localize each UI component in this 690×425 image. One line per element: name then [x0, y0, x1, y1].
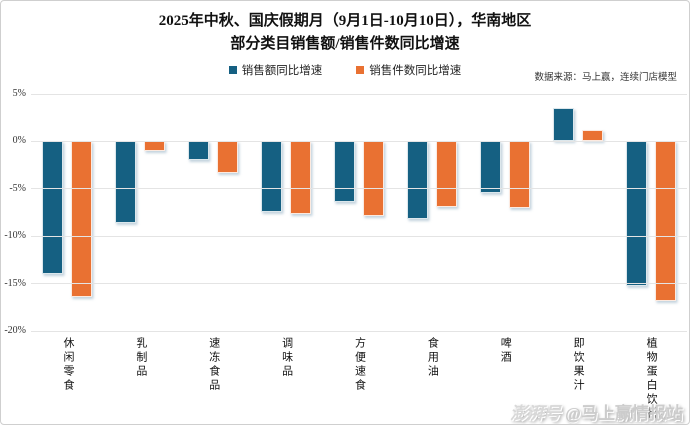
bar: [363, 141, 384, 217]
y-axis-tick-label: -10%: [4, 230, 26, 242]
category-label: 乳制品: [134, 337, 147, 379]
legend-row: 销售额同比增速 销售件数同比增速 数据来源：马上赢，连续门店模型: [1, 60, 689, 86]
category-cell: 即饮果汁: [541, 337, 614, 424]
gridline: [31, 235, 687, 237]
y-axis: 5% 0% -5% -10% -15% -20%: [1, 88, 28, 336]
category-cell: 速冻食品: [177, 337, 250, 424]
bar-group: [104, 94, 177, 331]
plot-area: [31, 93, 687, 332]
bar-group: [250, 94, 323, 331]
legend-label-sales-count: 销售件数同比增速: [369, 64, 462, 77]
bar: [290, 141, 312, 215]
watermark-handle: @马上赢情报站: [565, 404, 683, 423]
category-label: 植物蛋白饮料: [645, 337, 658, 421]
category-cell: 休闲零食: [31, 337, 104, 424]
legend-item-sales-count: 销售件数同比增速: [356, 62, 461, 78]
y-axis-tick-label: -5%: [9, 182, 26, 194]
legend-label-sales-amount: 销售额同比增速: [241, 64, 323, 77]
bar: [115, 141, 137, 223]
bar: [508, 141, 530, 208]
chart-title-line1: 2025年中秋、国庆假期月（9月1日-10月10日），华南地区: [158, 13, 532, 29]
bar: [406, 141, 428, 220]
category-cell: 植物蛋白饮料: [614, 337, 687, 424]
bar: [552, 108, 574, 142]
bar: [334, 141, 355, 203]
category-label: 即饮果汁: [572, 337, 585, 393]
category-label: 调味品: [280, 337, 293, 379]
category-label: 食用油: [426, 337, 439, 379]
bar: [654, 141, 676, 301]
category-cell: 调味品: [250, 337, 323, 424]
bar: [188, 141, 210, 161]
watermark-platform-logo: 澎湃号: [510, 404, 562, 423]
category-label: 速冻食品: [207, 337, 220, 393]
bar-group: [614, 94, 687, 331]
category-label: 休闲零食: [61, 337, 74, 393]
gridline: [31, 140, 687, 142]
y-axis-tick-label: -20%: [4, 325, 26, 336]
category-cell: 食用油: [395, 337, 468, 424]
chart-title-line2: 部分类目销售额/销售件数同比增速: [230, 36, 460, 53]
gridline: [31, 283, 687, 285]
bar-group: [177, 94, 250, 331]
bar-groups: [31, 94, 687, 331]
y-axis-tick-label: 0%: [12, 135, 26, 147]
bar: [435, 141, 457, 207]
chart-title: 2025年中秋、国庆假期月（9月1日-10月10日），华南地区 部分类目销售额/…: [1, 10, 689, 57]
category-cell: 方便速食: [323, 337, 396, 424]
legend-item-sales-amount: 销售额同比增速: [228, 62, 323, 78]
gridline: [31, 188, 687, 190]
bar-group: [323, 94, 396, 331]
bar: [42, 141, 64, 275]
bar: [144, 141, 166, 151]
bar: [581, 130, 603, 142]
legend-marker-sales-amount-icon: [228, 65, 237, 74]
chart-legend: 销售额同比增速 销售件数同比增速: [1, 62, 689, 78]
bar: [479, 141, 501, 193]
gridline: [31, 330, 687, 332]
category-cell: 啤酒: [468, 337, 541, 424]
bar-group: [541, 94, 614, 331]
data-source-note: 数据来源：马上赢，连续门店模型: [534, 72, 677, 83]
bar-group: [31, 94, 104, 331]
bar-group: [395, 94, 468, 331]
y-axis-tick-label: 5%: [12, 88, 26, 99]
category-cell: 乳制品: [104, 337, 177, 424]
legend-marker-sales-count-icon: [356, 65, 365, 74]
bar: [71, 141, 93, 297]
bar: [217, 141, 239, 173]
gridline: [31, 93, 687, 95]
bar: [625, 141, 647, 287]
bar: [261, 141, 283, 213]
category-label: 方便速食: [353, 337, 366, 393]
bar-group: [468, 94, 541, 331]
y-axis-tick-label: -15%: [4, 277, 26, 289]
category-label: 啤酒: [499, 337, 512, 365]
x-axis-category-labels: 休闲零食 乳制品 速冻食品 调味品 方便速食 食用油 啤酒 即饮果汁 植物蛋白饮料: [31, 337, 687, 424]
watermark: 澎湃号 @马上赢情报站: [510, 399, 683, 424]
